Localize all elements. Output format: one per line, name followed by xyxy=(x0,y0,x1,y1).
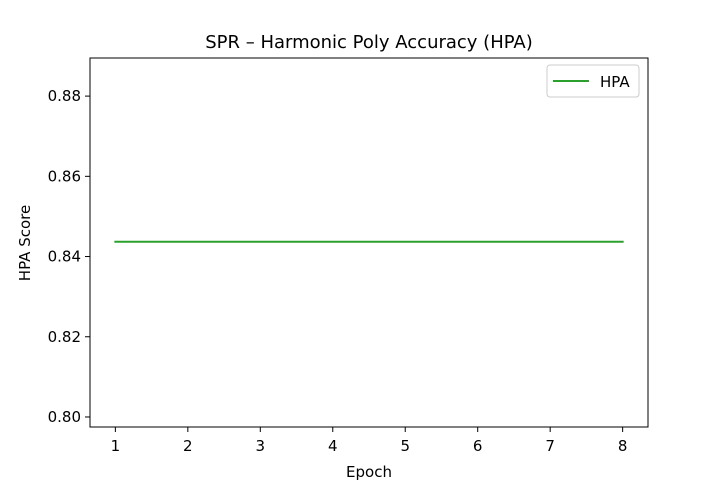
y-tick-label: 0.80 xyxy=(48,408,81,426)
x-tick-label: 3 xyxy=(256,437,266,455)
y-tick-label: 0.86 xyxy=(48,167,81,185)
legend: HPA xyxy=(546,64,640,98)
legend-box xyxy=(546,64,640,98)
x-tick-label: 2 xyxy=(183,437,193,455)
x-tick-label: 1 xyxy=(111,437,121,455)
x-tick-label: 6 xyxy=(473,437,483,455)
y-axis-label: HPA Score xyxy=(16,205,34,281)
x-tick-label: 7 xyxy=(545,437,555,455)
y-tick-label: 0.84 xyxy=(48,248,81,266)
x-axis-label: Epoch xyxy=(346,463,392,480)
x-tick-label: 8 xyxy=(618,437,628,455)
legend-label-hpa: HPA xyxy=(600,73,630,91)
axes-frame xyxy=(89,57,649,428)
x-tick-label: 4 xyxy=(328,437,338,455)
axes: 1 2 3 4 5 6 7 8 0.80 0.82 0.84 0.86 0.88 xyxy=(48,57,649,455)
y-tick-label: 0.88 xyxy=(48,87,81,105)
x-tick-label: 5 xyxy=(400,437,410,455)
y-tick-label: 0.82 xyxy=(48,328,81,346)
chart-title: SPR – Harmonic Poly Accuracy (HPA) xyxy=(205,32,533,53)
